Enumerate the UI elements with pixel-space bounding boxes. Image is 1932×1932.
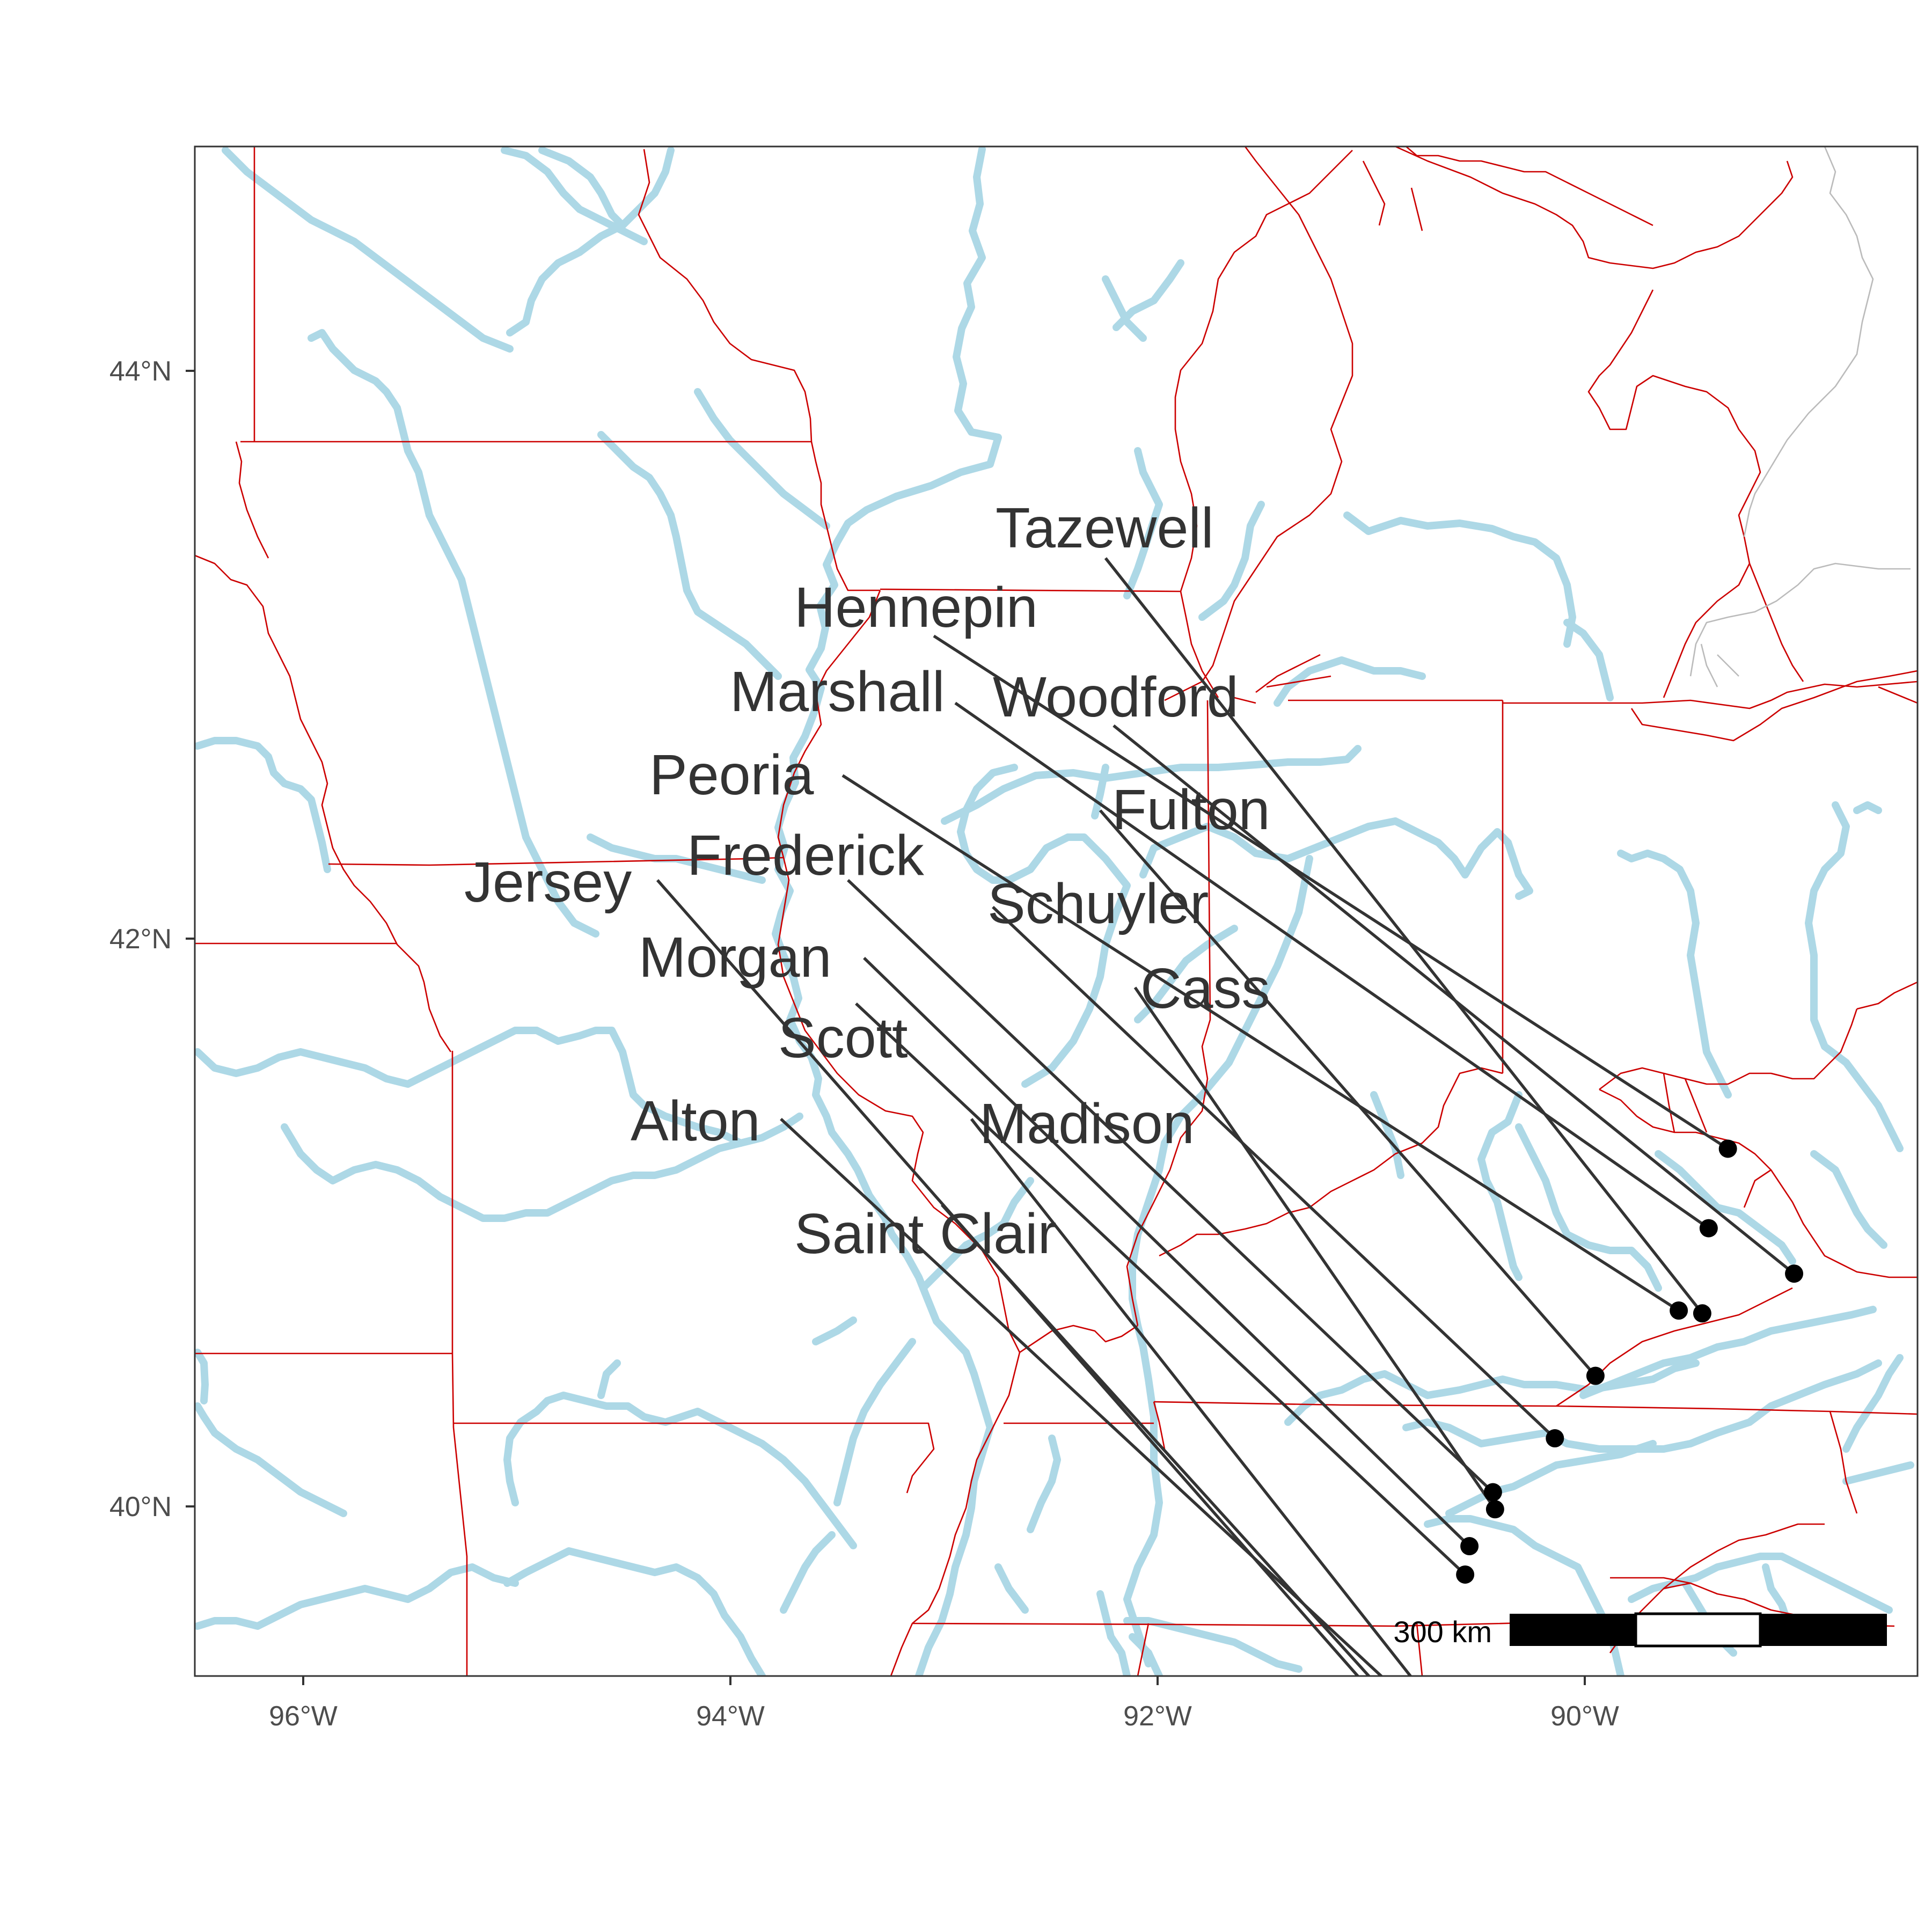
site-label: Cass bbox=[1140, 957, 1270, 1020]
leader-line bbox=[1133, 986, 1497, 1510]
x-tick-label: 96°W bbox=[269, 1701, 338, 1732]
site-point bbox=[1586, 1366, 1605, 1385]
leader-line bbox=[780, 1117, 1384, 1676]
site-point-group bbox=[1456, 1139, 1804, 1905]
river-layer bbox=[195, 147, 1914, 1676]
site-label: Morgan bbox=[639, 926, 831, 989]
leader-line bbox=[855, 1002, 1467, 1576]
leader-line-group bbox=[656, 557, 1795, 1676]
site-point bbox=[1718, 1139, 1737, 1158]
scale-bar-segment-2 bbox=[1634, 1612, 1762, 1648]
leader-line bbox=[933, 634, 1729, 1150]
leader-line bbox=[954, 701, 1710, 1230]
leader-line bbox=[656, 879, 1360, 1676]
x-axis: 96°W94°W92°W90°W88°W86°W84°W82°W bbox=[269, 1676, 1619, 1732]
leader-line bbox=[847, 879, 1494, 1494]
site-label: Hennepin bbox=[794, 576, 1038, 639]
leader-line bbox=[1099, 809, 1597, 1377]
scale-bar-segment-1 bbox=[1510, 1614, 1636, 1646]
site-point bbox=[1558, 1886, 1577, 1905]
site-point bbox=[1485, 1500, 1504, 1519]
site-point bbox=[1699, 1219, 1718, 1238]
site-point bbox=[1483, 1483, 1502, 1502]
y-tick-label: 40°N bbox=[109, 1491, 172, 1523]
site-label: Fulton bbox=[1112, 778, 1270, 841]
site-label: Marshall bbox=[730, 660, 945, 723]
site-label: Peoria bbox=[649, 743, 814, 807]
y-tick-label: 42°N bbox=[109, 924, 172, 955]
site-point bbox=[1785, 1264, 1804, 1283]
scale-bar-label: 300 km bbox=[1393, 1615, 1492, 1649]
x-tick-label: 94°W bbox=[696, 1701, 765, 1732]
scale-bar-segment-3 bbox=[1760, 1614, 1887, 1646]
site-label: Woodford bbox=[993, 665, 1239, 729]
leader-line bbox=[863, 957, 1470, 1548]
site-label: Schuyler bbox=[987, 872, 1209, 935]
site-label: Tazewell bbox=[996, 496, 1214, 560]
site-label: Saint Clair bbox=[794, 1202, 1057, 1265]
site-point bbox=[1467, 1801, 1485, 1819]
site-label-group: Tazewell Hennepin Marshall Woodford Peoria Fu… bbox=[464, 496, 1270, 1265]
x-tick-label: 92°W bbox=[1123, 1701, 1192, 1732]
leader-line bbox=[1113, 724, 1795, 1275]
site-label: Madison bbox=[979, 1092, 1195, 1155]
state-border-layer bbox=[195, 147, 1918, 1676]
y-axis: 44°N42°N40°N38°N36°N bbox=[109, 356, 195, 1523]
site-point bbox=[1558, 1867, 1577, 1885]
site-point bbox=[1456, 1565, 1475, 1584]
leader-line bbox=[841, 774, 1680, 1312]
x-tick-label: 90°W bbox=[1550, 1701, 1619, 1732]
site-point bbox=[1546, 1429, 1564, 1448]
site-label: Scott bbox=[778, 1006, 908, 1070]
y-tick-label: 44°N bbox=[109, 356, 172, 387]
site-layer: Tazewell Hennepin Marshall Woodford Peoria Fu… bbox=[464, 496, 1804, 1905]
leader-line bbox=[970, 1118, 1413, 1676]
panel-frame bbox=[194, 145, 1919, 1677]
foreign-border-layer bbox=[1689, 147, 1911, 687]
site-point bbox=[1693, 1304, 1711, 1323]
leader-line bbox=[940, 1204, 1371, 1676]
site-label: Jersey bbox=[464, 851, 632, 914]
leader-line bbox=[1104, 557, 1704, 1314]
leader-line bbox=[992, 906, 1556, 1440]
site-label: Alton bbox=[631, 1089, 760, 1153]
site-point bbox=[1670, 1301, 1688, 1320]
site-label: Frederick bbox=[687, 824, 925, 887]
site-point bbox=[1460, 1537, 1479, 1556]
site-point bbox=[1535, 1818, 1553, 1836]
scale-bar: 300 km bbox=[1393, 1612, 1887, 1649]
